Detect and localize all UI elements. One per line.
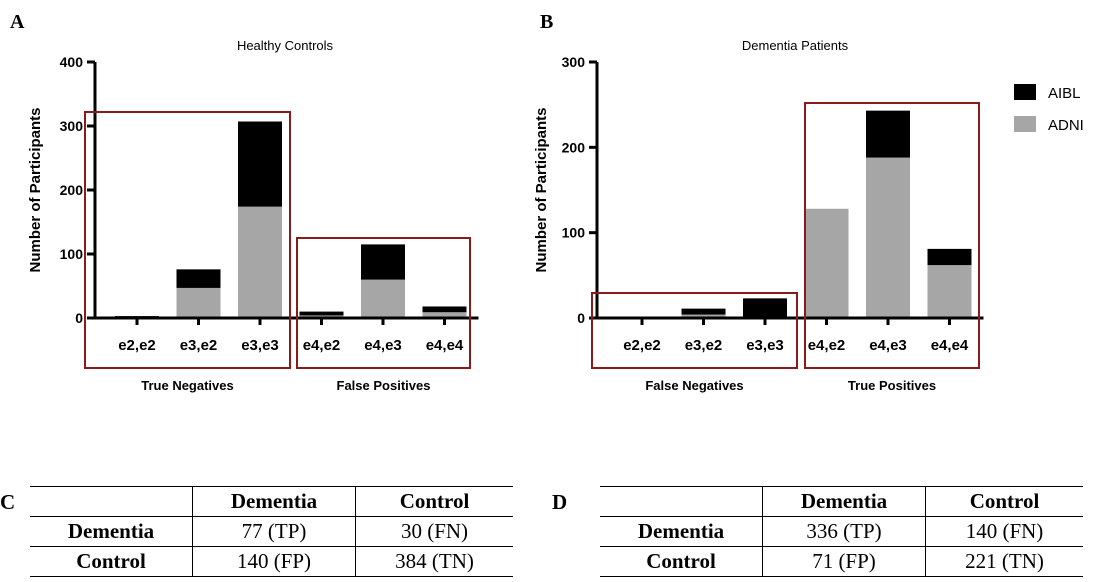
- group-label: False Negatives: [645, 378, 743, 393]
- bar-adni-e4-e3: [361, 279, 405, 318]
- table-col-header: Dementia: [762, 486, 926, 517]
- bar-aibl-e4-e4: [927, 248, 972, 266]
- table-row-header: Dementia: [600, 516, 763, 547]
- table-cell: 221 (TN): [925, 546, 1083, 577]
- panel-letter: A: [10, 11, 25, 33]
- table-row-header: Control: [30, 546, 193, 577]
- bar-aibl-e3-e3: [743, 298, 787, 318]
- group-box: [591, 292, 798, 369]
- y-tick-label: 0: [577, 310, 585, 326]
- x-tick-label: e4,e3: [364, 337, 402, 354]
- legend-swatch: [1014, 116, 1036, 132]
- y-tick-label: 100: [60, 246, 84, 262]
- table-col-header: Dementia: [192, 486, 356, 517]
- legend: AIBL ADNI: [1014, 84, 1084, 134]
- bar-adni-e4-e2: [804, 208, 849, 318]
- y-tick-label: 300: [60, 118, 84, 134]
- chart-panel-a: A Healthy Controls Number of Participants e…: [10, 11, 479, 393]
- bar-aibl-e4-e3: [866, 110, 910, 158]
- table-c-letter: C: [0, 490, 16, 514]
- table-d-letter: D: [552, 490, 568, 514]
- table-cell: 77 (TP): [192, 516, 356, 547]
- x-tick-label: e2,e2: [623, 337, 661, 354]
- table-cell: 30 (FN): [355, 516, 513, 547]
- x-tick-label: e4,e3: [869, 337, 907, 354]
- legend-label: ADNI: [1048, 117, 1084, 134]
- table-cell: 71 (FP): [762, 546, 926, 577]
- bar-adni-e4-e4: [927, 265, 972, 318]
- x-tick-label: e3,e2: [685, 337, 723, 354]
- y-axis-label: Number of Participants: [27, 107, 44, 272]
- confusion-table-c: Dementia Control Dementia 77 (TP) 30 (FN…: [30, 486, 513, 577]
- chart-panel-b: B Dementia Patients Number of Participants…: [533, 11, 984, 393]
- bar-aibl-e3-e3: [238, 121, 282, 207]
- y-tick-label: 200: [60, 182, 84, 198]
- bar-adni-e3-e2: [176, 287, 221, 318]
- x-tick-label: e4,e2: [303, 337, 341, 354]
- x-tick-label: e4,e4: [426, 337, 464, 354]
- chart-title: Healthy Controls: [237, 38, 334, 53]
- x-tick-label: e3,e3: [241, 337, 279, 354]
- table-cell: 140 (FN): [925, 516, 1083, 547]
- bar-adni-e4-e3: [866, 157, 910, 318]
- table-row-header: Dementia: [30, 516, 193, 547]
- group-box: [296, 237, 471, 369]
- y-tick-label: 100: [562, 225, 586, 241]
- x-tick-label: e3,e2: [180, 337, 218, 354]
- bar-aibl-e4-e4: [422, 306, 467, 313]
- x-tick-label: e4,e4: [931, 337, 969, 354]
- bar-adni-e3-e3: [238, 206, 282, 318]
- group-label: True Positives: [848, 378, 936, 393]
- table-row-header: Control: [600, 546, 763, 577]
- group-label: True Negatives: [141, 378, 234, 393]
- y-tick-label: 300: [562, 54, 586, 70]
- legend-label: AIBL: [1048, 85, 1081, 102]
- bar-adni-e3-e2: [681, 314, 726, 318]
- table-cell: 140 (FP): [192, 546, 356, 577]
- bar-aibl-e3-e2: [681, 308, 726, 315]
- figure: A Healthy Controls Number of Participants e…: [10, 11, 1084, 393]
- table-corner: [30, 486, 193, 517]
- table-corner: [600, 486, 763, 517]
- x-tick-label: e2,e2: [118, 337, 156, 354]
- bar-aibl-e3-e2: [176, 269, 221, 288]
- bar-aibl-e4-e3: [361, 244, 405, 280]
- panel-letter: B: [540, 11, 553, 33]
- bar-aibl-e4-e2: [299, 311, 344, 316]
- y-tick-label: 0: [75, 310, 83, 326]
- chart-title: Dementia Patients: [742, 38, 849, 53]
- x-tick-label: e4,e2: [808, 337, 846, 354]
- y-tick-label: 400: [60, 54, 84, 70]
- x-tick-label: e3,e3: [746, 337, 784, 354]
- group-label: False Positives: [337, 378, 431, 393]
- group-box: [84, 111, 291, 369]
- table-col-header: Control: [355, 486, 513, 517]
- table-col-header: Control: [925, 486, 1083, 517]
- y-axis-label: Number of Participants: [533, 107, 550, 272]
- table-cell: 336 (TP): [762, 516, 926, 547]
- bar-adni-e4-e4: [422, 312, 467, 318]
- confusion-table-d: Dementia Control Dementia 336 (TP) 140 (…: [600, 486, 1083, 577]
- legend-swatch: [1014, 84, 1036, 100]
- y-tick-label: 200: [562, 139, 586, 155]
- group-box: [804, 102, 980, 369]
- table-cell: 384 (TN): [355, 546, 513, 577]
